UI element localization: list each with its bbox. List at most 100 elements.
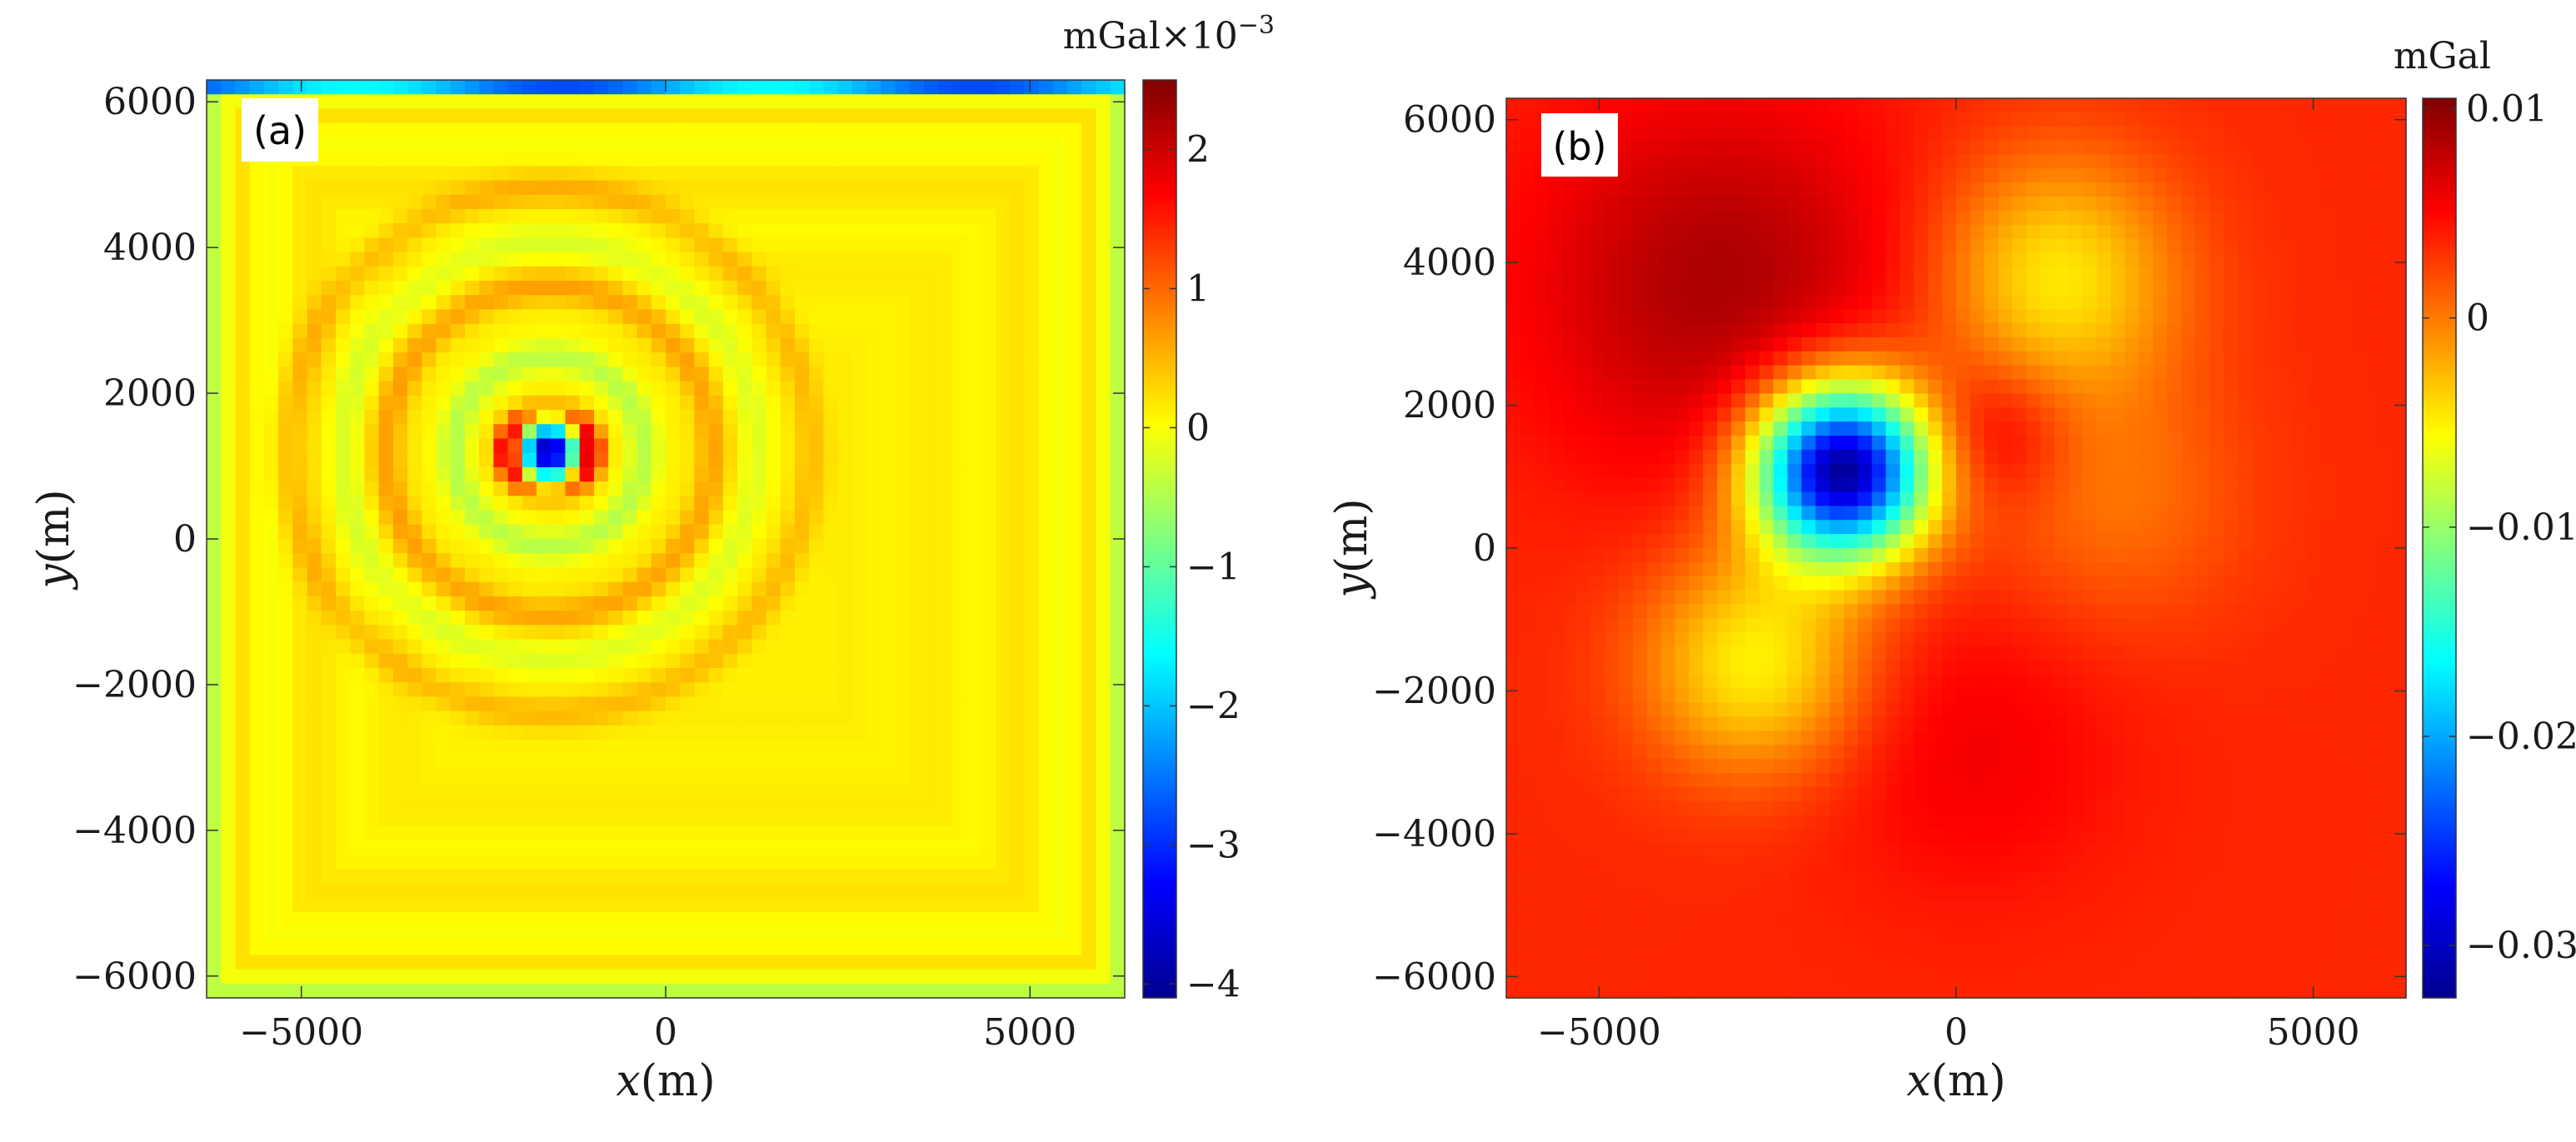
heatmap-cell	[751, 152, 767, 167]
heatmap-cell	[565, 252, 581, 267]
heatmap-cell	[392, 711, 408, 726]
heatmap-cell	[780, 122, 796, 138]
heatmap-cell	[1024, 152, 1040, 167]
heatmap-cell	[881, 166, 896, 182]
heatmap-cell	[350, 581, 366, 597]
heatmap-cell	[938, 166, 953, 182]
heatmap-cell	[1038, 782, 1054, 798]
heatmap-cell	[579, 625, 595, 641]
heatmap-cell	[1660, 126, 1676, 142]
heatmap-cell	[278, 395, 293, 411]
heatmap-cell	[1844, 112, 1859, 127]
heatmap-cell	[666, 352, 681, 367]
heatmap-cell	[981, 410, 996, 425]
heatmap-cell	[981, 166, 996, 182]
heatmap-cell	[1010, 553, 1026, 569]
heatmap-cell	[1110, 208, 1126, 224]
heatmap-cell	[851, 180, 867, 196]
heatmap-cell	[666, 194, 681, 210]
heatmap-cell	[708, 969, 724, 985]
heatmap-cell	[881, 367, 896, 382]
heatmap-cell	[737, 367, 752, 382]
heatmap-cell	[235, 180, 251, 196]
heatmap-cell	[751, 80, 767, 95]
heatmap-cell	[1110, 725, 1126, 741]
heatmap-cell	[737, 452, 752, 468]
heatmap-cell	[1010, 625, 1026, 641]
heatmap-cell	[1703, 238, 1718, 254]
heatmap-cell	[493, 539, 509, 554]
heatmap-cell	[2349, 126, 2364, 142]
heatmap-cell	[981, 108, 996, 124]
heatmap-cell	[350, 424, 366, 440]
heatmap-cell	[895, 524, 911, 540]
heatmap-cell	[335, 596, 351, 611]
heatmap-cell	[2294, 112, 2309, 127]
heatmap-cell	[1815, 126, 1830, 142]
heatmap-cell	[551, 466, 567, 482]
heatmap-cell	[450, 782, 466, 798]
heatmap-cell	[2194, 182, 2210, 197]
heatmap-cell	[364, 883, 380, 899]
heatmap-cell	[537, 854, 552, 870]
heatmap-cell	[866, 796, 881, 812]
heatmap-cell	[637, 381, 652, 396]
heatmap-cell	[952, 553, 968, 569]
heatmap-cell	[350, 438, 366, 454]
heatmap-cell	[1038, 553, 1054, 569]
heatmap-cell	[823, 180, 839, 196]
heatmap-cell	[866, 740, 881, 755]
heatmap-cell	[2209, 252, 2224, 268]
heatmap-cell	[2153, 140, 2168, 156]
heatmap-cell	[1942, 211, 1957, 226]
heatmap-cell	[364, 825, 380, 841]
heatmap-cell	[537, 237, 552, 253]
heatmap-cell	[923, 754, 939, 770]
heatmap-cell	[335, 682, 351, 698]
heatmap-cell	[278, 237, 293, 253]
heatmap-cell	[2378, 197, 2393, 212]
heatmap-cell	[666, 983, 681, 999]
heatmap-cell	[407, 94, 422, 110]
y-tick-label: −6000	[72, 955, 197, 998]
heatmap-cell	[1759, 182, 1775, 197]
heatmap-cell	[737, 137, 752, 152]
heatmap-cell	[507, 911, 523, 927]
heatmap-cell	[350, 539, 366, 554]
heatmap-cell	[780, 166, 796, 182]
heatmap-cell	[1096, 108, 1111, 124]
heatmap-cell	[479, 740, 494, 755]
heatmap-cell	[851, 108, 867, 124]
heatmap-cell	[1038, 381, 1054, 396]
heatmap-cell	[493, 754, 509, 770]
heatmap-cell	[680, 152, 696, 167]
heatmap-cell	[1576, 281, 1591, 296]
heatmap-cell	[1646, 267, 1662, 282]
heatmap-cell	[1024, 754, 1040, 770]
heatmap-cell	[737, 682, 752, 698]
heatmap-cell	[249, 295, 265, 311]
heatmap-cell	[493, 825, 509, 841]
heatmap-cell	[680, 108, 696, 124]
heatmap-cell	[593, 337, 609, 353]
heatmap-cell	[1759, 98, 1775, 113]
heatmap-cell	[2124, 154, 2139, 169]
heatmap-cell	[537, 108, 552, 124]
heatmap-cell	[708, 352, 724, 367]
heatmap-cell	[479, 682, 494, 698]
heatmap-cell	[2124, 140, 2139, 156]
heatmap-cell	[2069, 112, 2084, 127]
heatmap-cell	[450, 122, 466, 138]
heatmap-cell	[335, 796, 351, 812]
heatmap-cell	[1052, 337, 1068, 353]
heatmap-cell	[622, 223, 638, 239]
heatmap-cell	[737, 553, 752, 569]
heatmap-cell	[407, 510, 422, 526]
heatmap-cell	[263, 237, 279, 253]
heatmap-cell	[751, 510, 767, 526]
heatmap-cell	[981, 122, 996, 138]
heatmap-cell	[751, 854, 767, 870]
heatmap-cell	[565, 811, 581, 826]
heatmap-cell	[392, 611, 408, 626]
heatmap-cell	[909, 897, 925, 913]
